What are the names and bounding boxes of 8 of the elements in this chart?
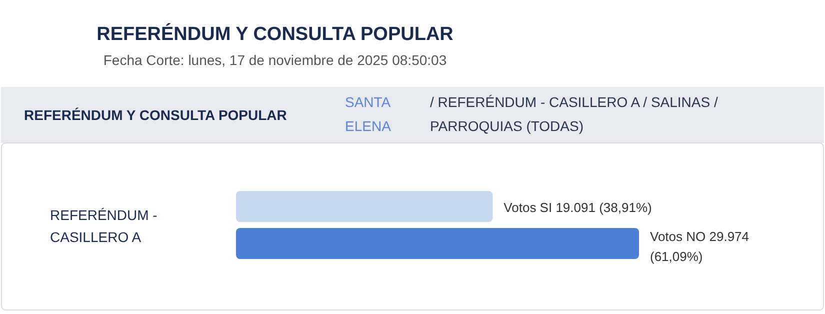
text: REFERÉNDUM Y CONSULTA POPULAR: [24, 107, 287, 123]
data-label: Votos NO 29.974 (61,09%): [650, 229, 750, 264]
data-label: Votos SI 19.091 (38,91%): [504, 200, 652, 215]
y-tick-label: REFERÉNDUM - CASILLERO A: [50, 207, 158, 245]
text: / REFERÉNDUM - CASILLERO A / SALINAS / PARROQUIAS (TODAS): [430, 94, 718, 134]
text: SANTA ELENA: [345, 94, 392, 134]
chart-subtitle: Fecha Corte: lunes, 17 de noviembre de 2025 08:50:03: [103, 52, 447, 68]
chart-title: REFERÉNDUM Y CONSULTA POPULAR: [96, 23, 454, 45]
